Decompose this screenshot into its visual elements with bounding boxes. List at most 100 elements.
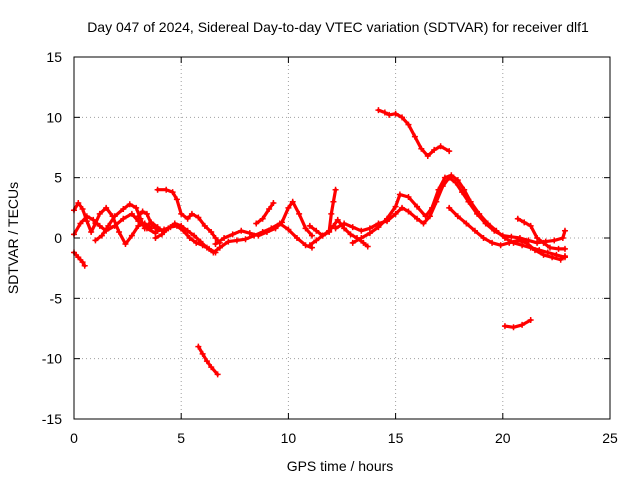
x-tick-label: 20 (495, 430, 511, 446)
y-tick-label: -10 (42, 351, 62, 367)
data-point (285, 204, 292, 211)
data-point (332, 186, 339, 193)
data-point (111, 222, 118, 229)
y-tick-label: 10 (46, 109, 62, 125)
data-point (148, 220, 155, 227)
data-point (471, 227, 478, 234)
data-point (375, 224, 382, 231)
data-point (461, 186, 468, 193)
data-point (96, 210, 103, 217)
data-point (561, 227, 568, 234)
series-arc-18 (501, 317, 534, 331)
data-point (392, 203, 399, 210)
data-point (446, 148, 453, 155)
data-point (463, 220, 470, 227)
data-point (501, 235, 508, 241)
data-point (90, 216, 97, 223)
data-point (214, 371, 221, 378)
data-point (126, 201, 133, 208)
data-point (128, 232, 135, 239)
series-arc-16 (375, 107, 453, 159)
data-point (143, 210, 150, 217)
data-point (347, 231, 354, 238)
data-point (167, 224, 174, 231)
data-point (141, 225, 148, 232)
series-line (136, 209, 218, 255)
data-point (293, 235, 300, 241)
data-point (559, 235, 566, 241)
data-point (251, 232, 258, 239)
data-point (233, 237, 240, 244)
data-point (103, 204, 110, 211)
data-point (216, 244, 223, 251)
data-point (242, 236, 249, 243)
x-tick-label: 15 (388, 430, 404, 446)
data-point (399, 204, 406, 211)
data-point (184, 215, 191, 222)
data-point (98, 232, 105, 239)
data-point (133, 204, 140, 211)
data-point (270, 200, 277, 207)
data-point (206, 245, 213, 252)
data-point (88, 228, 95, 235)
data-point (188, 210, 195, 217)
data-point (212, 235, 219, 241)
data-point (139, 208, 146, 215)
series-line (351, 173, 567, 259)
x-tick-label: 10 (281, 430, 297, 446)
series-arc-10 (216, 220, 315, 251)
data-point (420, 220, 427, 227)
data-point (392, 110, 399, 117)
data-point (79, 206, 86, 213)
data-point (105, 222, 112, 229)
series-arc-17 (446, 204, 568, 263)
data-point (375, 107, 382, 114)
data-point (489, 239, 496, 246)
data-point (268, 225, 275, 232)
data-point (229, 231, 236, 238)
data-point (193, 239, 200, 246)
data-point (437, 143, 444, 150)
data-point (246, 230, 253, 237)
data-point (392, 210, 399, 217)
data-point (111, 213, 118, 220)
data-point (501, 323, 508, 330)
data-point (540, 239, 547, 246)
y-tick-label: 0 (54, 230, 62, 246)
data-point (330, 198, 337, 205)
data-point (313, 227, 320, 234)
data-point (454, 177, 461, 184)
data-point (259, 215, 266, 222)
data-point (319, 232, 326, 239)
data-point (429, 204, 436, 211)
series-arc-8 (195, 343, 221, 378)
data-point (396, 191, 403, 198)
data-point (384, 215, 391, 222)
data-point (540, 251, 547, 258)
data-point (405, 121, 412, 128)
data-point (225, 238, 232, 245)
data-point (212, 241, 219, 248)
x-tick-label: 25 (602, 430, 618, 446)
plot-frame (73, 56, 611, 420)
data-point (253, 220, 260, 227)
data-point (302, 225, 309, 232)
data-point (92, 237, 99, 244)
data-point (431, 146, 438, 153)
data-point (514, 215, 521, 222)
data-point (386, 111, 393, 118)
chart-title: Day 047 of 2024, Sidereal Day-to-day VTE… (87, 19, 589, 35)
data-series-layer (71, 107, 568, 378)
data-point (510, 324, 517, 331)
data-point (180, 227, 187, 234)
data-point (534, 235, 541, 241)
data-point (557, 256, 564, 263)
data-point (163, 186, 170, 193)
y-tick-label: 15 (46, 49, 62, 65)
data-point (497, 242, 504, 249)
data-point (201, 222, 208, 229)
data-point (203, 358, 210, 365)
data-point (546, 244, 553, 251)
data-point (313, 237, 320, 244)
data-point (506, 239, 513, 246)
